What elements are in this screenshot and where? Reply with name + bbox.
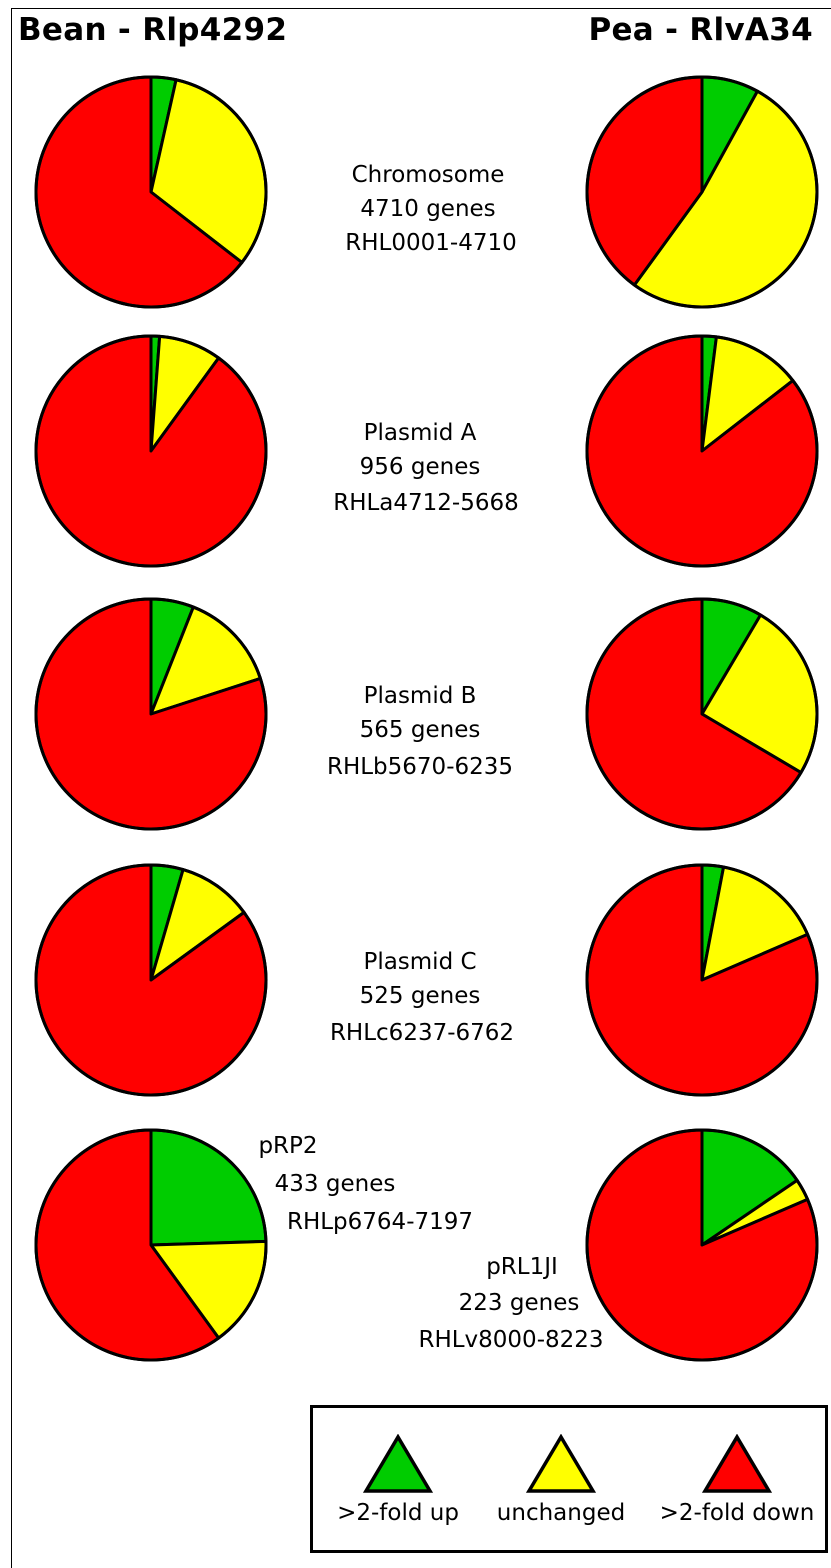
- label-chromosome-genes: 4710 genes: [360, 196, 496, 222]
- label-plasmid-b-range: RHLb5670-6235: [326, 754, 514, 780]
- label-prp2-genes: 433 genes: [274, 1171, 396, 1197]
- label-plasmid-b-genes: 565 genes: [359, 717, 481, 743]
- legend-swatch-down-triangle: [702, 1434, 772, 1493]
- label-chromosome-name: Chromosome: [351, 162, 505, 188]
- pie-outline: [585, 597, 819, 831]
- label-plasmid-c-range: RHLc6237-6762: [329, 1020, 515, 1046]
- label-plasmid-a-name: Plasmid A: [363, 420, 477, 446]
- pie-plasmid-b-bean: [34, 597, 268, 831]
- legend-swatch-up-triangle: [363, 1434, 433, 1493]
- pie-chromosome-pea: [585, 75, 819, 309]
- pie-prl1ji-pea: [585, 1128, 819, 1362]
- label-plasmid-a-genes: 956 genes: [359, 454, 481, 480]
- pie-outline: [34, 75, 268, 309]
- label-plasmid-c-genes: 525 genes: [359, 983, 481, 1009]
- legend: >2-fold up unchanged >2-fold down: [310, 1405, 828, 1553]
- pie-slice-up: [149, 1128, 268, 1247]
- pie-prp2-bean: [34, 1128, 268, 1362]
- pie-outline: [34, 863, 268, 1097]
- column-title-pea: Pea - RlvA34: [588, 12, 813, 48]
- legend-item-down: >2-fold down: [652, 1408, 822, 1548]
- label-prp2-range: RHLp6764-7197: [286, 1209, 474, 1235]
- legend-swatch-unchanged-triangle: [526, 1434, 596, 1493]
- label-plasmid-a-range: RHLa4712-5668: [333, 490, 519, 516]
- figure-frame: [11, 8, 831, 1568]
- legend-item-up: >2-fold up: [313, 1408, 483, 1548]
- pie-chromosome-bean: [34, 75, 268, 309]
- legend-label-up: >2-fold up: [337, 1500, 459, 1526]
- label-chromosome-range: RHL0001-4710: [345, 230, 517, 256]
- pie-outline: [585, 334, 819, 568]
- pie-outline: [585, 75, 819, 309]
- label-prp2-name: pRP2: [258, 1133, 318, 1159]
- pie-plasmid-a-bean: [34, 334, 268, 568]
- pie-outline: [34, 1128, 268, 1362]
- column-title-bean: Bean - Rlp4292: [18, 12, 288, 48]
- label-prl1ji-genes: 223 genes: [458, 1290, 580, 1316]
- pie-plasmid-b-pea: [585, 597, 819, 831]
- pie-plasmid-c-pea: [585, 863, 819, 1097]
- pie-plasmid-a-pea: [585, 334, 819, 568]
- pie-outline: [585, 863, 819, 1097]
- label-plasmid-c-name: Plasmid C: [363, 949, 477, 975]
- label-plasmid-b-name: Plasmid B: [363, 683, 477, 709]
- legend-label-unchanged: unchanged: [496, 1500, 626, 1526]
- pie-plasmid-c-bean: [34, 863, 268, 1097]
- label-prl1ji-name: pRL1JI: [486, 1254, 558, 1280]
- legend-label-down: >2-fold down: [659, 1500, 815, 1526]
- pie-outline: [585, 1128, 819, 1362]
- pie-outline: [34, 597, 268, 831]
- legend-item-unchanged: unchanged: [476, 1408, 646, 1548]
- pie-outline: [34, 334, 268, 568]
- label-prl1ji-range: RHLv8000-8223: [418, 1327, 604, 1353]
